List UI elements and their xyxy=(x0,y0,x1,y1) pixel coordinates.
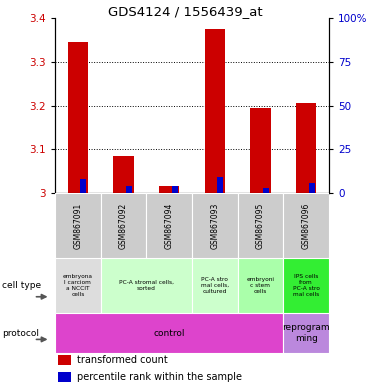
Text: GSM867096: GSM867096 xyxy=(302,202,311,249)
Bar xyxy=(309,182,315,193)
Text: control: control xyxy=(154,328,185,338)
Bar xyxy=(101,258,192,313)
Bar xyxy=(283,313,329,353)
Bar xyxy=(159,187,180,193)
Bar xyxy=(80,179,86,193)
Bar xyxy=(238,258,283,313)
Bar xyxy=(217,177,223,193)
Text: transformed count: transformed count xyxy=(77,356,168,366)
Bar xyxy=(238,193,283,258)
Bar xyxy=(101,193,146,258)
Bar xyxy=(192,193,238,258)
Text: cell type: cell type xyxy=(2,281,41,290)
Bar xyxy=(171,186,178,193)
Text: GSM867095: GSM867095 xyxy=(256,202,265,249)
Bar xyxy=(192,258,238,313)
Text: PC-A stromal cells,
sorted: PC-A stromal cells, sorted xyxy=(119,280,174,291)
Text: IPS cells
from
PC-A stro
mal cells: IPS cells from PC-A stro mal cells xyxy=(293,274,319,297)
Bar xyxy=(283,193,329,258)
Text: embryoni
c stem
cells: embryoni c stem cells xyxy=(246,277,275,294)
Bar xyxy=(283,258,329,313)
Text: GDS4124 / 1556439_at: GDS4124 / 1556439_at xyxy=(108,5,263,18)
Text: reprogram
ming: reprogram ming xyxy=(282,323,330,343)
Bar xyxy=(58,372,72,382)
Bar xyxy=(58,356,72,366)
Bar xyxy=(55,313,283,353)
Bar xyxy=(204,29,225,193)
Bar xyxy=(146,193,192,258)
Text: GSM867093: GSM867093 xyxy=(210,202,219,249)
Bar xyxy=(55,193,101,258)
Bar xyxy=(126,186,132,193)
Text: embryona
l carciom
a NCCIT
cells: embryona l carciom a NCCIT cells xyxy=(63,274,93,297)
Bar xyxy=(263,188,269,193)
Text: PC-A stro
mal cells,
cultured: PC-A stro mal cells, cultured xyxy=(201,277,229,294)
Text: GSM867091: GSM867091 xyxy=(73,202,82,248)
Bar xyxy=(113,156,134,193)
Text: protocol: protocol xyxy=(2,328,39,338)
Bar xyxy=(250,108,271,193)
Bar xyxy=(55,258,101,313)
Bar xyxy=(68,42,88,193)
Text: GSM867094: GSM867094 xyxy=(165,202,174,249)
Bar xyxy=(296,103,316,193)
Text: percentile rank within the sample: percentile rank within the sample xyxy=(77,372,242,382)
Text: GSM867092: GSM867092 xyxy=(119,202,128,248)
